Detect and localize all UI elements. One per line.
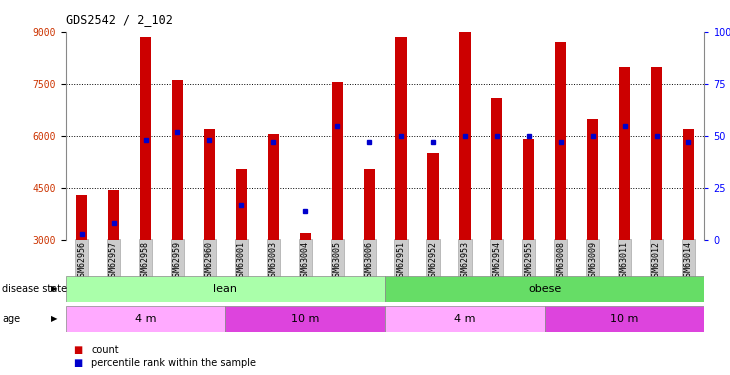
- Text: ■: ■: [73, 345, 82, 355]
- Bar: [364, 169, 374, 240]
- Bar: [619, 67, 630, 240]
- Text: GDS2542 / 2_102: GDS2542 / 2_102: [66, 13, 172, 26]
- Text: disease state: disease state: [2, 284, 67, 294]
- Text: 10 m: 10 m: [610, 314, 639, 324]
- Bar: [331, 82, 343, 240]
- Bar: [651, 67, 662, 240]
- Text: 10 m: 10 m: [291, 314, 320, 324]
- Bar: [396, 37, 407, 240]
- Bar: [76, 195, 88, 240]
- Bar: [66, 306, 226, 332]
- Bar: [108, 190, 119, 240]
- Text: ■: ■: [73, 358, 82, 368]
- Text: obese: obese: [528, 284, 561, 294]
- Text: 4 m: 4 m: [135, 314, 156, 324]
- Bar: [140, 37, 151, 240]
- Text: percentile rank within the sample: percentile rank within the sample: [91, 358, 256, 368]
- Bar: [66, 276, 385, 302]
- Bar: [555, 42, 566, 240]
- Bar: [491, 98, 502, 240]
- Text: lean: lean: [213, 284, 237, 294]
- Bar: [459, 32, 471, 240]
- Bar: [427, 153, 439, 240]
- Text: age: age: [2, 314, 20, 324]
- Bar: [268, 134, 279, 240]
- Bar: [523, 140, 534, 240]
- Bar: [299, 233, 311, 240]
- Bar: [545, 306, 704, 332]
- Text: ▶: ▶: [51, 284, 58, 293]
- Text: ▶: ▶: [51, 314, 58, 323]
- Bar: [172, 81, 183, 240]
- Bar: [204, 129, 215, 240]
- Text: 4 m: 4 m: [454, 314, 476, 324]
- Bar: [226, 306, 385, 332]
- Bar: [683, 129, 694, 240]
- Bar: [385, 276, 704, 302]
- Bar: [587, 118, 599, 240]
- Text: count: count: [91, 345, 119, 355]
- Bar: [385, 306, 545, 332]
- Bar: [236, 169, 247, 240]
